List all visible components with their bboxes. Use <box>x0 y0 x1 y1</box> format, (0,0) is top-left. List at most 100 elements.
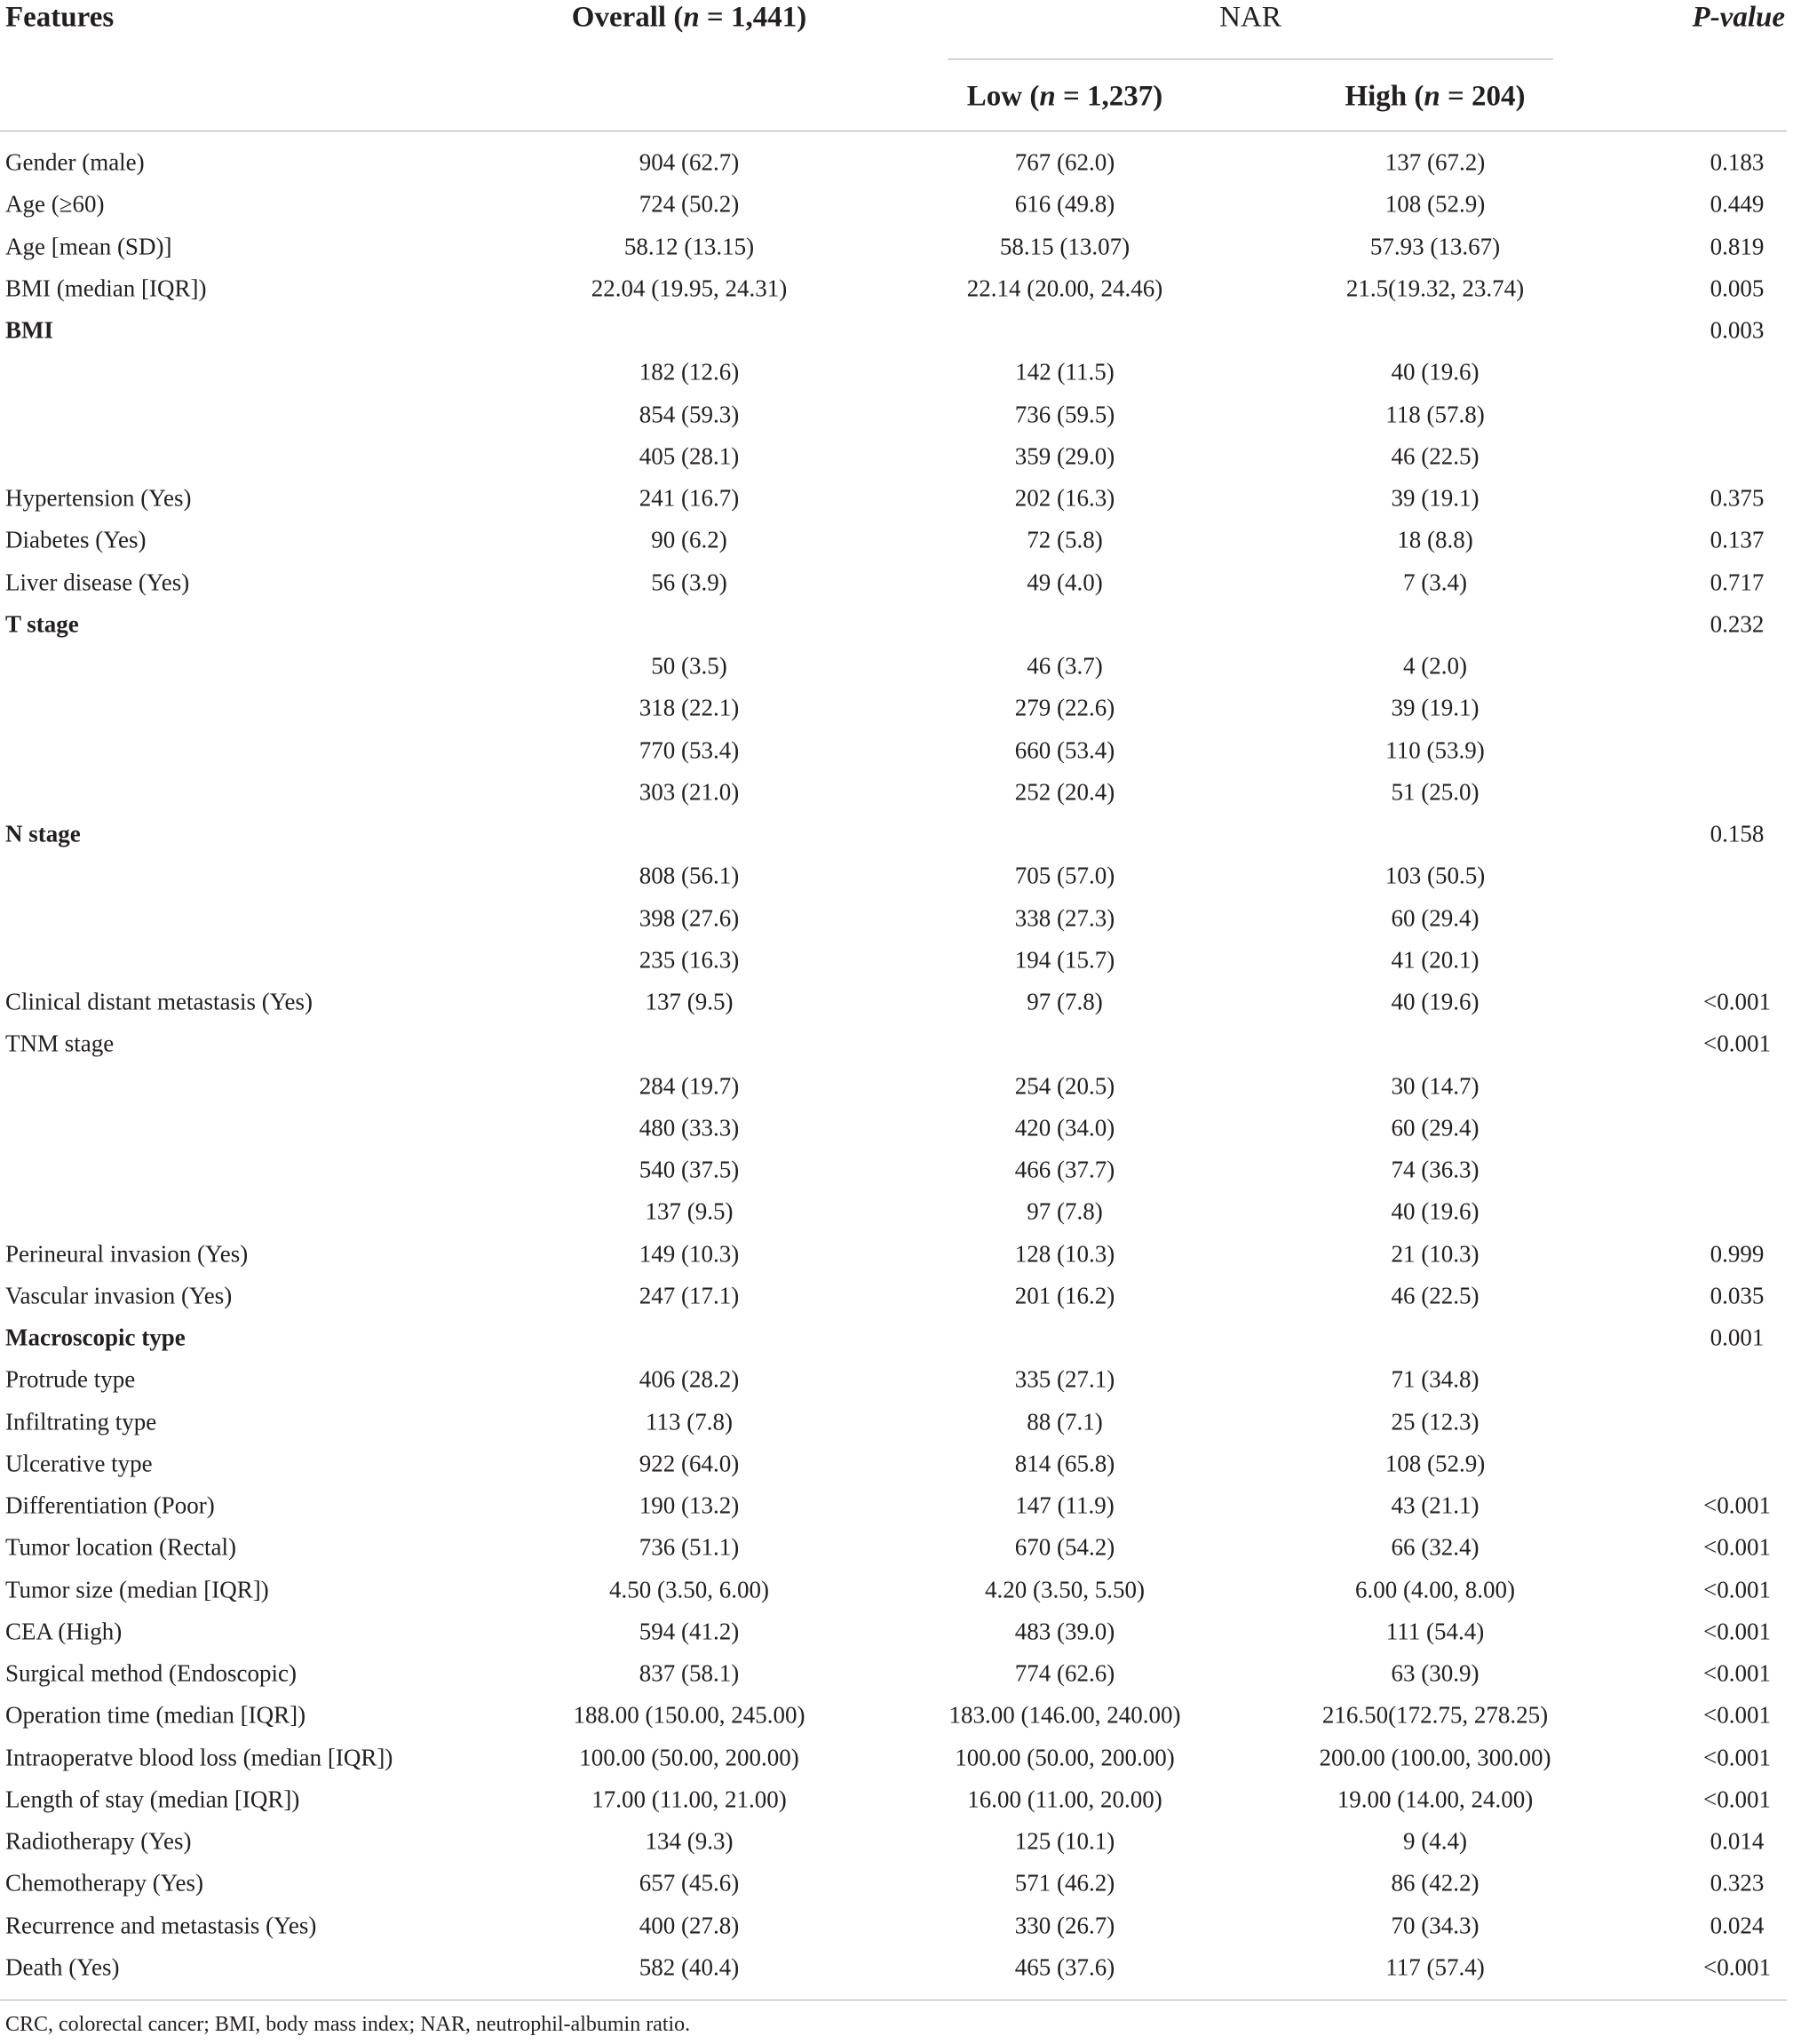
cell: <0.001 <box>1703 1744 1771 1770</box>
cell: 183.00 (146.00, 240.00) <box>948 1701 1181 1729</box>
cell: <0.001 <box>1703 1491 1771 1519</box>
cell: 670 (54.2) <box>1014 1533 1115 1561</box>
cell: 97 (7.8) <box>1027 988 1103 1015</box>
cell: 854 (59.3) <box>639 401 740 427</box>
cell: 86 (42.2) <box>1391 1869 1480 1897</box>
cell: 19.00 (14.00, 24.00) <box>1337 1786 1534 1813</box>
cell: 235 (16.3) <box>639 946 740 974</box>
row-label: Protrude type <box>5 1365 136 1393</box>
cell: 41 (20.1) <box>1391 946 1480 974</box>
cell: 147 (11.9) <box>1015 1491 1115 1519</box>
cell: 22.04 (19.95, 24.31) <box>591 274 788 302</box>
cell: 0.001 <box>1710 1324 1765 1351</box>
cell: <0.001 <box>1703 988 1771 1015</box>
row-label: Surgical method (Endoscopic) <box>5 1659 297 1687</box>
row-label: Perineural invasion (Yes) <box>5 1240 249 1267</box>
cell: 216.50(172.75, 278.25) <box>1321 1701 1549 1729</box>
header-text: High ( <box>1345 80 1424 113</box>
cell: 0.232 <box>1710 610 1765 638</box>
cell: 194 (15.7) <box>1014 946 1115 974</box>
cell: 90 (6.2) <box>651 526 727 553</box>
cell: 43 (21.1) <box>1391 1491 1480 1519</box>
cell: 100.00 (50.00, 200.00) <box>955 1744 1175 1770</box>
cell: 58.15 (13.07) <box>999 233 1131 259</box>
cell: 60 (29.4) <box>1391 1114 1480 1141</box>
cell: 103 (50.5) <box>1384 862 1486 889</box>
cell: 16.00 (11.00, 20.00) <box>967 1786 1162 1813</box>
cell: 247 (17.1) <box>639 1282 740 1309</box>
row-label: Operation time (median [IQR]) <box>5 1701 306 1729</box>
cell: 254 (20.5) <box>1014 1072 1115 1099</box>
cell: <0.001 <box>1703 1786 1771 1813</box>
cell: 137 (9.5) <box>645 1197 734 1225</box>
cell: 4.20 (3.50, 5.50) <box>985 1576 1145 1603</box>
cell: 480 (33.3) <box>639 1114 740 1141</box>
cell: <0.001 <box>1703 1030 1771 1057</box>
cell: 71 (34.8) <box>1391 1365 1480 1393</box>
cell: 188.00 (150.00, 245.00) <box>573 1701 805 1729</box>
cell: 774 (62.6) <box>1014 1659 1115 1687</box>
cell: 770 (53.4) <box>639 736 740 763</box>
cell: 108 (52.9) <box>1384 190 1486 218</box>
header-text: = 1,441) <box>699 1 807 34</box>
footnote: CRC, colorectal cancer; BMI, body mass i… <box>5 2013 691 2036</box>
row-label: Gender (male) <box>5 148 145 176</box>
cell: 58.12 (13.15) <box>623 233 755 259</box>
cell: 118 (57.8) <box>1385 401 1485 427</box>
cell: 0.183 <box>1710 148 1765 176</box>
header-features: Features <box>5 1 115 34</box>
cell: 46 (22.5) <box>1391 442 1480 470</box>
cell: 134 (9.3) <box>645 1827 734 1855</box>
cell: 241 (16.7) <box>639 484 740 512</box>
cell: 4 (2.0) <box>1403 652 1467 680</box>
cell: 72 (5.8) <box>1027 526 1103 553</box>
cell: 50 (3.5) <box>651 652 727 680</box>
header-text: = 1,237) <box>1055 80 1163 113</box>
cell: 0.449 <box>1710 190 1765 218</box>
header-high: High (n = 204) <box>1345 80 1526 113</box>
cell: 252 (20.4) <box>1014 778 1115 806</box>
header-low: Low (n = 1,237) <box>966 80 1163 113</box>
cell: 466 (37.7) <box>1014 1156 1115 1183</box>
cell: 108 (52.9) <box>1384 1450 1486 1477</box>
cell: 149 (10.3) <box>639 1240 740 1267</box>
cell: 660 (53.4) <box>1014 736 1115 763</box>
header-text: Low ( <box>966 80 1040 113</box>
cell: 837 (58.1) <box>639 1659 740 1687</box>
row-label: N stage <box>5 820 81 847</box>
header-overall: Overall (n = 1,441) <box>572 1 807 34</box>
cell: 74 (36.3) <box>1391 1156 1480 1183</box>
cell: <0.001 <box>1703 1533 1771 1561</box>
row-label: Tumor size (median [IQR]) <box>5 1576 269 1603</box>
cell: 279 (22.6) <box>1014 694 1115 721</box>
row-label: Macroscopic type <box>5 1324 186 1351</box>
row-label: Death (Yes) <box>5 1953 120 1981</box>
cell: 88 (7.1) <box>1027 1408 1103 1435</box>
cell: 657 (45.6) <box>639 1869 740 1897</box>
cell: 111 (54.4) <box>1385 1618 1485 1645</box>
cell: <0.001 <box>1703 1659 1771 1687</box>
cell: 60 (29.4) <box>1391 904 1480 931</box>
cell: 303 (21.0) <box>639 778 740 806</box>
cell: 125 (10.1) <box>1014 1827 1115 1855</box>
cell: 182 (12.6) <box>639 358 740 386</box>
cell: 57.93 (13.67) <box>1369 233 1501 259</box>
cell: 30 (14.7) <box>1391 1072 1480 1099</box>
cell: 201 (16.2) <box>1014 1282 1115 1309</box>
header-text: = 204) <box>1440 80 1526 113</box>
cell: <0.001 <box>1703 1618 1771 1645</box>
row-label: Diabetes (Yes) <box>5 526 147 553</box>
cell: 616 (49.8) <box>1014 190 1115 218</box>
cell: 0.717 <box>1710 569 1765 595</box>
cell: 56 (3.9) <box>651 569 727 595</box>
cell: 46 (22.5) <box>1391 1282 1480 1309</box>
cell: 142 (11.5) <box>1015 358 1115 386</box>
cell: 420 (34.0) <box>1014 1114 1115 1141</box>
cell: 0.999 <box>1710 1240 1765 1267</box>
cell: 465 (37.6) <box>1014 1953 1115 1981</box>
header-text: n <box>683 1 700 34</box>
header-text: n <box>1424 80 1440 113</box>
cell: 6.00 (4.00, 8.00) <box>1355 1576 1515 1603</box>
cell: 21.5(19.32, 23.74) <box>1345 274 1525 302</box>
